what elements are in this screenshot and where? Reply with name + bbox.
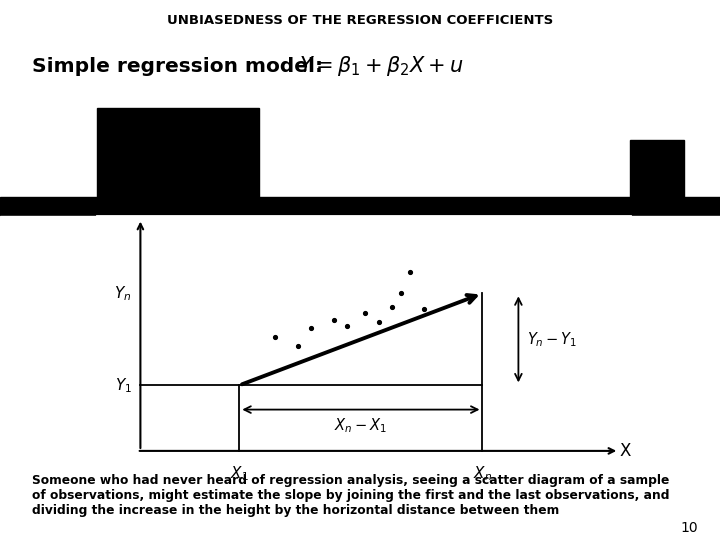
Text: $Y_n - Y_1$: $Y_n - Y_1$ [527,330,577,349]
Text: Y: Y [132,197,142,215]
Text: $Y = \beta_1 + \beta_2 X + u$: $Y = \beta_1 + \beta_2 X + u$ [299,54,464,78]
Text: $X_1$: $X_1$ [230,464,249,483]
Text: $X_n - X_1$: $X_n - X_1$ [334,417,387,435]
Text: $Y_n$: $Y_n$ [114,284,132,303]
Text: $X_n$: $X_n$ [473,464,492,483]
Bar [0,216,720,540]
Text: X: X [619,442,631,460]
Text: Someone who had never heard of regression analysis, seeing a scatter diagram of : Someone who had never heard of regressio… [32,474,670,517]
Bar [630,140,684,197]
Text: $Y_1$: $Y_1$ [114,376,132,395]
Bar [97,108,259,197]
Bar [0,197,720,216]
Bar [97,216,630,467]
Text: 10: 10 [681,521,698,535]
Text: Simple regression model:: Simple regression model: [32,57,323,76]
Text: UNBIASEDNESS OF THE REGRESSION COEFFICIENTS: UNBIASEDNESS OF THE REGRESSION COEFFICIE… [167,14,553,26]
